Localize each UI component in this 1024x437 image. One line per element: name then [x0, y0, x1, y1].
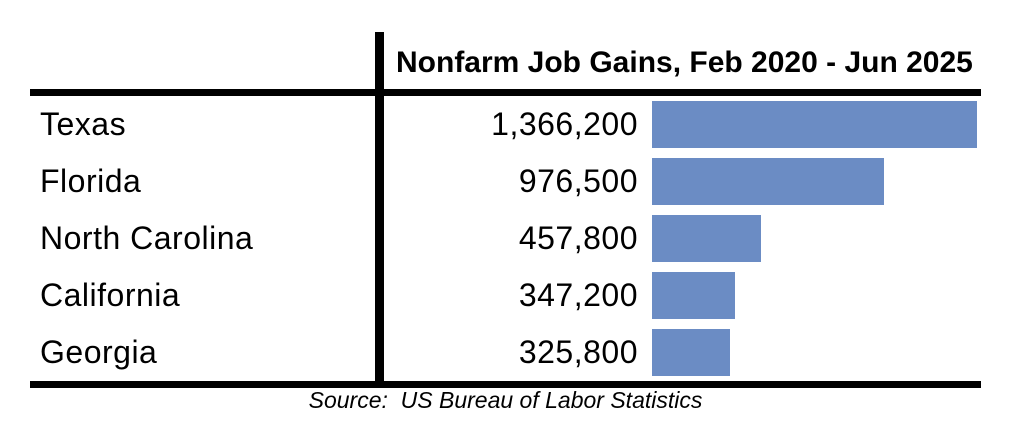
bottom-rule-line — [30, 381, 981, 388]
bar — [652, 215, 761, 262]
value-label: 325,800 — [518, 334, 638, 370]
value-label: 457,800 — [518, 220, 638, 256]
category-label: California — [40, 277, 181, 313]
category-label: North Carolina — [40, 220, 254, 256]
value-label: 976,500 — [518, 163, 638, 199]
category-label: Florida — [40, 163, 142, 199]
category-label: Georgia — [40, 334, 158, 370]
chart-title: Nonfarm Job Gains, Feb 2020 - Jun 2025 — [396, 46, 973, 79]
value-label: 347,200 — [518, 277, 638, 313]
bar — [652, 329, 730, 376]
bar — [652, 272, 735, 319]
chart-row: Texas 1,366,200 — [0, 96, 1024, 153]
bar — [652, 158, 884, 205]
value-label: 1,366,200 — [491, 106, 638, 142]
chart-rows: Texas 1,366,200 Florida 976,500 North Ca… — [0, 96, 1024, 381]
chart-row: Georgia 325,800 — [0, 324, 1024, 381]
vertical-axis-line — [375, 32, 384, 388]
chart-row: Florida 976,500 — [0, 153, 1024, 210]
bar — [652, 101, 977, 148]
category-label: Texas — [40, 106, 127, 142]
chart-row: North Carolina 457,800 — [0, 210, 1024, 267]
chart-row: California 347,200 — [0, 267, 1024, 324]
source-note: Source: US Bureau of Labor Statistics — [308, 387, 703, 413]
top-rule-line — [30, 89, 981, 96]
